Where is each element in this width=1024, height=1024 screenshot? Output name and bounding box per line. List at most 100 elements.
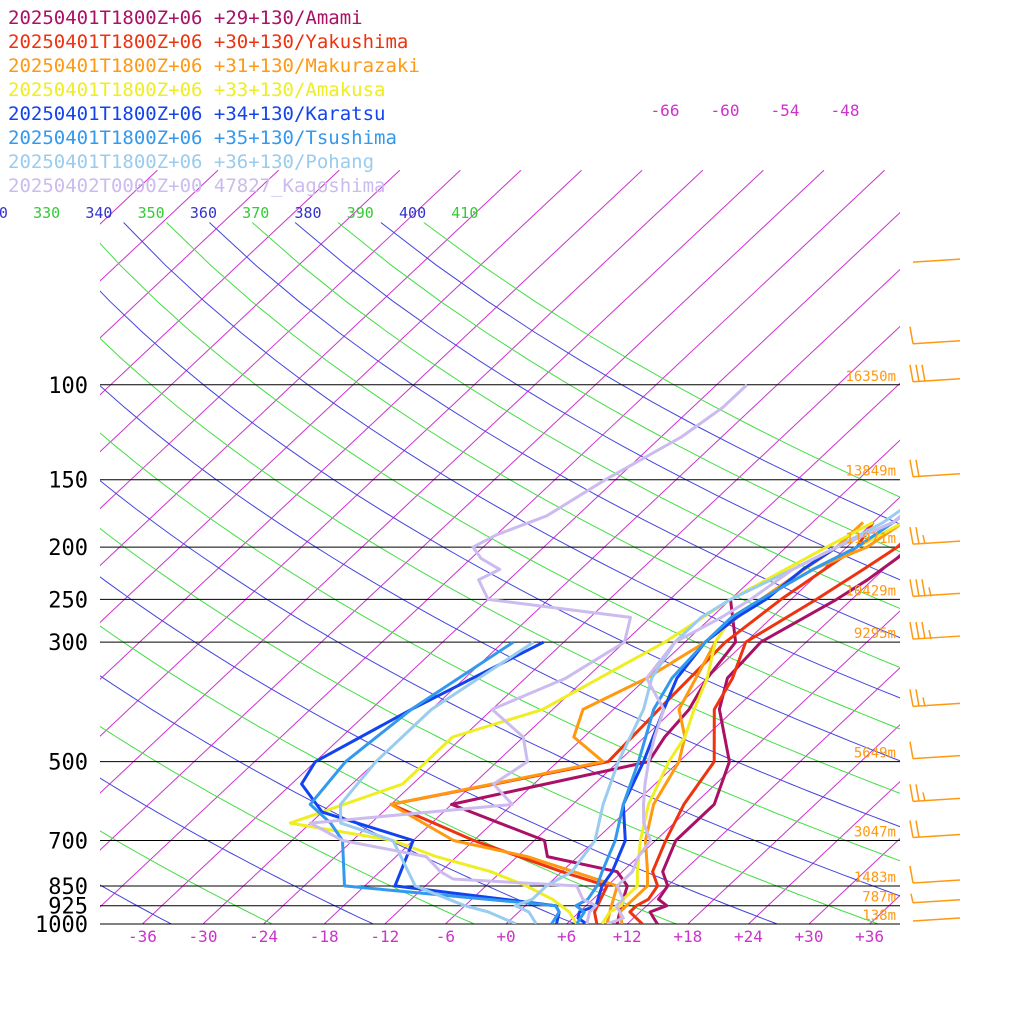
- temperature-tick-label: -18: [310, 927, 339, 946]
- theta-line: [100, 576, 778, 924]
- isotherm-line: [566, 610, 900, 924]
- theta-label: 320: [0, 204, 8, 222]
- temperature-line: [576, 514, 900, 924]
- theta-label: 360: [190, 204, 217, 222]
- theta-label: 370: [242, 204, 269, 222]
- temperature-line: [513, 508, 900, 924]
- height-label: 1483m: [854, 870, 896, 886]
- height-labels: 16350m 13849m 11971m 10429m 9295m 5649m 3047m 1…: [845, 369, 896, 924]
- legend: 20250401T1800Z+06 +29+130/Amami20250401T…: [8, 7, 420, 197]
- temperature-tick-label: +36: [855, 927, 884, 946]
- theta-line: [123, 222, 900, 699]
- height-label: 16350m: [845, 369, 896, 385]
- theta-line: [100, 884, 172, 924]
- wind-barb: [909, 689, 961, 708]
- temperature-tick-label: +12: [613, 927, 642, 946]
- temperature-line: [648, 554, 900, 924]
- theta-label: 410: [451, 204, 478, 222]
- legend-entry: 20250401T1800Z+06 +36+130/Pohang: [8, 151, 374, 173]
- temperature-line: [574, 515, 900, 924]
- wind-barb: [909, 526, 961, 545]
- wind-barbs: [909, 258, 961, 922]
- height-label: 13849m: [845, 464, 896, 480]
- height-label: 138m: [862, 908, 896, 924]
- pressure-label: 700: [48, 829, 88, 854]
- theta-line: [100, 830, 273, 924]
- temperature-tick-label: +0: [496, 927, 515, 946]
- theta-label: 330: [33, 204, 60, 222]
- wind-barb: [910, 893, 961, 904]
- dewpoint-line: [308, 383, 748, 924]
- theta-line: [100, 242, 900, 730]
- wind-barb: [909, 865, 961, 884]
- isotherm-line: [930, 170, 1024, 924]
- temperature-tick-label: -12: [370, 927, 399, 946]
- temperature-line: [618, 522, 900, 924]
- theta-line: [423, 222, 900, 498]
- isotherm-line: [991, 170, 1024, 924]
- isotherm-label: -48: [831, 101, 860, 120]
- theta-line: [100, 432, 900, 862]
- isotherm-label: -60: [711, 101, 740, 120]
- theta-line: [166, 222, 900, 669]
- height-label: 5649m: [854, 746, 896, 762]
- theta-line: [209, 222, 900, 639]
- isotherm-line: [100, 169, 340, 396]
- isotherm-line: [748, 780, 900, 924]
- legend-entry: 20250401T1800Z+06 +29+130/Amami: [8, 7, 363, 29]
- pressure-lines: [100, 384, 900, 925]
- pressure-label: 300: [48, 631, 88, 656]
- isotherm-label: -66: [651, 101, 680, 120]
- temperature-tick-label: +18: [673, 927, 702, 946]
- height-label: 787m: [862, 890, 896, 906]
- temperature-line: [606, 514, 900, 924]
- isotherm-line: [687, 724, 900, 924]
- wind-barb: [909, 621, 961, 640]
- dewpoint-line: [308, 640, 561, 924]
- isotherm-labels: -66 -60 -54 -48: [651, 101, 860, 120]
- isotherm-line: [626, 667, 900, 924]
- pressure-label: 850: [48, 875, 88, 900]
- isotherm-line: [505, 553, 900, 924]
- theta-line: [337, 222, 900, 553]
- theta-line: [251, 222, 900, 610]
- isotherm-line: [100, 169, 401, 453]
- legend-entry: 20250402T0000Z+00 47827_Kagoshima: [8, 175, 386, 197]
- theta-line: [100, 527, 879, 924]
- temperature-tick-label: +30: [795, 927, 824, 946]
- theta-line: [100, 725, 475, 924]
- wind-barb: [909, 364, 961, 383]
- legend-entry: 20250401T1800Z+06 +35+130/Tsushima: [8, 127, 397, 149]
- pressure-label: 925: [48, 895, 88, 920]
- theta-label: 350: [138, 204, 165, 222]
- wind-barb: [909, 459, 961, 478]
- legend-entry: 20250401T1800Z+06 +33+130/Amakusa: [8, 79, 386, 101]
- pressure-label: 150: [48, 469, 88, 494]
- wind-barb: [909, 820, 961, 839]
- theta-line: [100, 290, 900, 762]
- theta-line: [100, 625, 677, 924]
- theta-label: 380: [294, 204, 321, 222]
- pressure-label: 200: [48, 536, 88, 561]
- legend-entry: 20250401T1800Z+06 +30+130/Yakushima: [8, 31, 408, 53]
- height-label: 9295m: [854, 626, 896, 642]
- wind-barb: [912, 917, 961, 922]
- theta-line: [100, 385, 900, 828]
- dewpoint-line: [339, 640, 535, 924]
- temperature-tick-label: -24: [249, 927, 278, 946]
- wind-barb: [912, 258, 961, 263]
- temperature-ticks: -36 -30 -24 -18 -12 -6 +0 +6 +12 +18 +24 +30 +36: [128, 927, 884, 946]
- theta-line: [100, 777, 374, 924]
- wind-barb: [909, 741, 961, 760]
- temperature-tick-label: -36: [128, 927, 157, 946]
- height-label: 3047m: [854, 824, 896, 840]
- isotherm-line: [100, 169, 461, 510]
- isotherm-line: [100, 169, 279, 339]
- temperature-tick-label: -30: [189, 927, 218, 946]
- wind-barb: [909, 784, 961, 803]
- theta-line: [100, 675, 576, 924]
- wind-barb: [909, 326, 961, 345]
- theta-line: [294, 222, 900, 581]
